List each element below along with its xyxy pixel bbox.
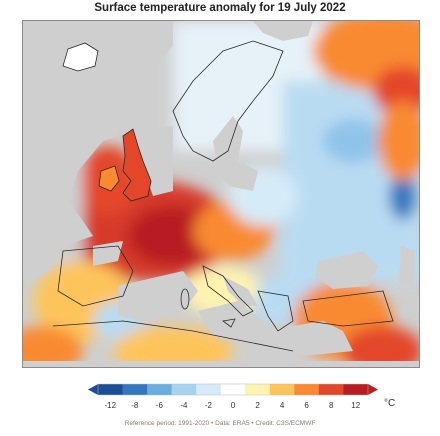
- legend-swatch: [220, 384, 246, 395]
- color-legend: -12 -8 -6 -4 -2 0 2 4 6 8 12: [88, 382, 378, 412]
- legend-swatch: [245, 384, 271, 395]
- legend-swatch: [122, 384, 148, 395]
- legend-tick-label: -6: [156, 401, 164, 410]
- legend-tick-label: 12: [351, 401, 360, 410]
- sea-mask: [23, 21, 419, 367]
- legend-tick-label: -8: [131, 401, 139, 410]
- coastlines: [52, 40, 394, 352]
- legend-swatch: [171, 384, 197, 395]
- legend-unit: °C: [384, 398, 396, 409]
- anomaly-map: [22, 20, 420, 368]
- legend-swatch: [343, 384, 369, 395]
- legend-tick-label: -4: [180, 401, 188, 410]
- legend-swatch: [147, 384, 173, 395]
- legend-swatch: [269, 384, 295, 395]
- legend-tick-label: 0: [231, 401, 236, 410]
- legend-svg: -12 -8 -6 -4 -2 0 2 4 6 8 12: [88, 383, 378, 410]
- legend-arrow-high: [368, 384, 378, 395]
- legend-outline: [97, 383, 369, 396]
- legend-tick-label: 2: [255, 401, 260, 410]
- legend-arrow-low: [88, 384, 98, 395]
- footer-credit: Reference period: 1991-2020 • Data: ERA5…: [124, 420, 316, 427]
- anomaly-map-svg: [23, 21, 419, 367]
- legend-tick-label: -12: [104, 401, 116, 410]
- legend-swatch: [98, 384, 124, 395]
- legend-swatch: [196, 384, 222, 395]
- legend-tick-label: 4: [280, 401, 285, 410]
- legend-tick-label: 6: [304, 401, 309, 410]
- legend-swatch: [318, 384, 344, 395]
- legend-tick-label: -2: [205, 401, 213, 410]
- legend-tick-label: 8: [329, 401, 334, 410]
- map-title: Surface temperature anomaly for 19 July …: [94, 2, 346, 14]
- legend-swatch: [294, 384, 320, 395]
